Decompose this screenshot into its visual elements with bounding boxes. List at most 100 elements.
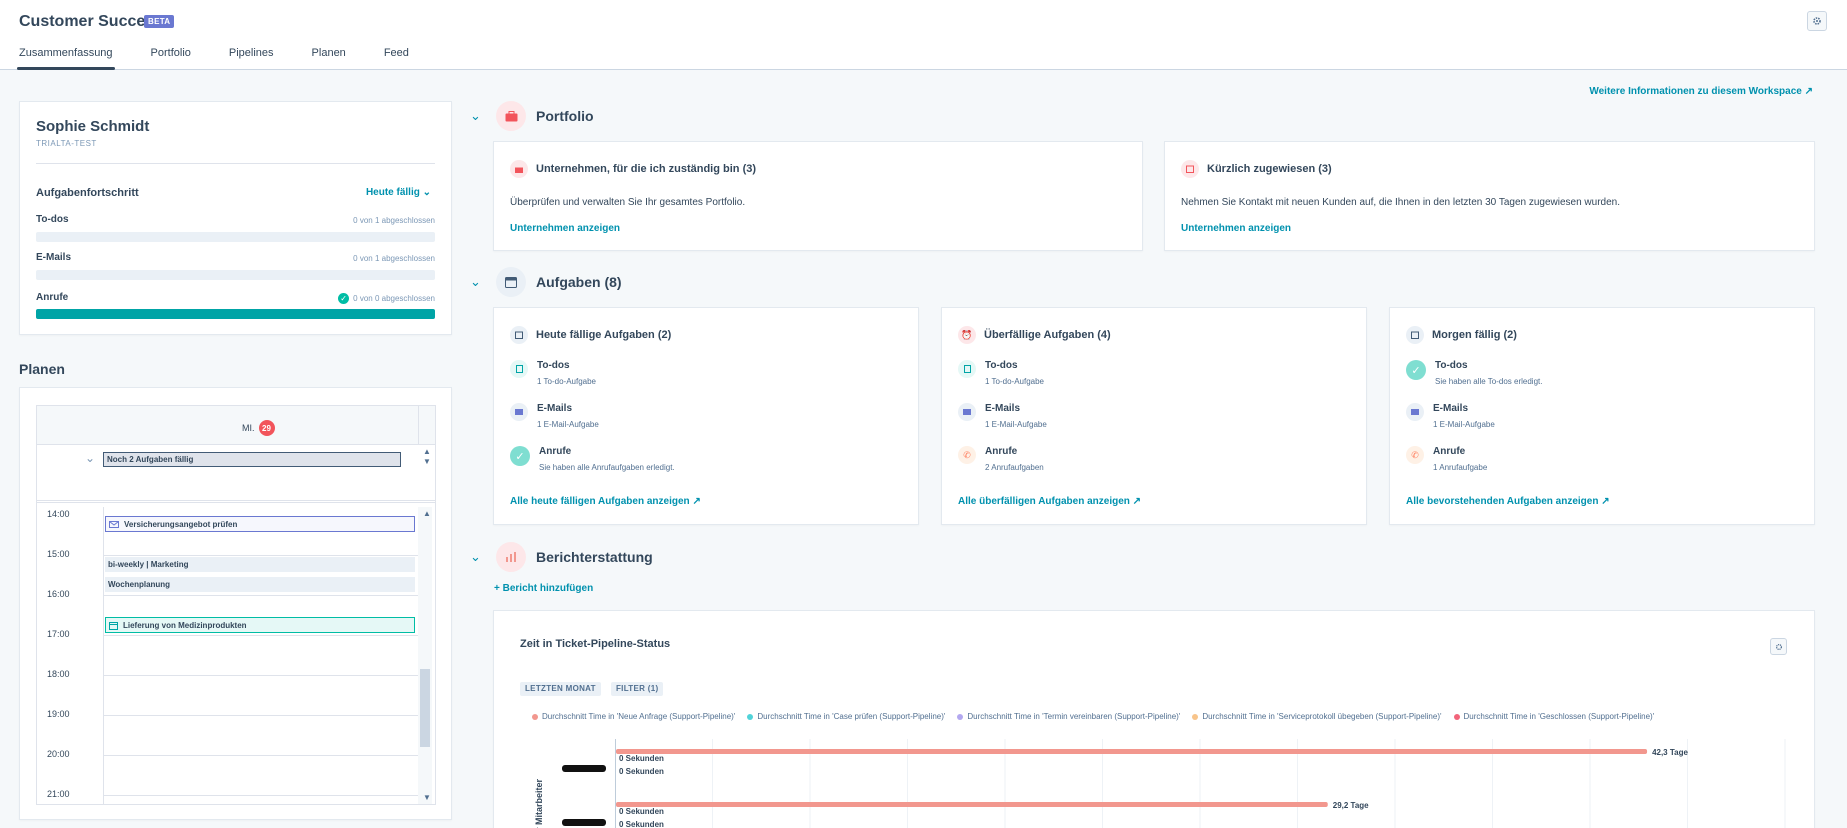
workspace-info-link[interactable]: Weitere Informationen zu diesem Workspac… [1589, 86, 1813, 97]
legend-dot [747, 713, 754, 720]
calendar-icon [496, 267, 526, 297]
progress-meta-calls: ✓ 0 von 0 abgeschlossen [338, 293, 435, 304]
tab-pipelines[interactable]: Pipelines [228, 47, 274, 59]
todo-icon [958, 360, 976, 378]
calendar-event[interactable]: Lieferung von Medizinprodukten [105, 617, 415, 633]
time-label: 20:00 [47, 749, 70, 759]
scroll-down-icon[interactable]: ▼ [423, 793, 431, 802]
calendar-event[interactable]: Versicherungsangebot prüfen [105, 516, 415, 532]
legend-item[interactable]: Durchschnitt Time in 'Termin vereinbaren… [957, 712, 1180, 721]
task-label: To-dos [537, 360, 570, 371]
profile-subtitle: TRIALTA-TEST [36, 139, 97, 148]
chart-bar[interactable] [616, 802, 1328, 807]
all-today-tasks-link[interactable]: Alle heute fälligen Aufgaben anzeigen ↗ [510, 496, 701, 507]
allday-event[interactable]: Noch 2 Aufgaben fällig [103, 452, 401, 467]
profile-card: Sophie Schmidt TRIALTA-TEST Aufgabenfort… [19, 101, 452, 335]
allday-section: ⌄ Noch 2 Aufgaben fällig ▲ ▼ [37, 445, 435, 503]
progress-label-calls: Anrufe [36, 292, 69, 303]
external-link-icon: ↗ [1804, 86, 1813, 97]
legend-label: Durchschnitt Time in 'Neue Anfrage (Supp… [542, 712, 736, 721]
scrollbar-thumb[interactable] [420, 669, 430, 747]
task-item-calls[interactable]: ✆ Anrufe 1 Anrufaufgabe [1406, 446, 1487, 472]
task-progress-title: Aufgabenfortschritt [36, 187, 139, 199]
briefcase-icon [496, 101, 526, 131]
grid-line [103, 555, 418, 556]
phone-icon: ✆ [1406, 446, 1424, 464]
legend-item[interactable]: Durchschnitt Time in 'Case prüfen (Suppo… [747, 712, 945, 721]
calendar-icon [1181, 160, 1199, 178]
grid-line [103, 755, 418, 756]
link-text: Alle überfälligen Aufgaben anzeigen [958, 496, 1130, 507]
task-item-emails[interactable]: E-Mails 1 E-Mail-Aufgabe [1406, 403, 1495, 429]
legend-dot [1192, 713, 1199, 720]
task-item-todos[interactable]: ✓ To-dos Sie haben alle To-dos erledigt. [1406, 360, 1542, 386]
tab-planen[interactable]: Planen [311, 47, 346, 59]
todo-icon [510, 360, 528, 378]
task-item-emails[interactable]: E-Mails 1 E-Mail-Aufgabe [958, 403, 1047, 429]
external-link-icon: ↗ [1132, 496, 1142, 507]
task-card-overdue: ⏰ Überfällige Aufgaben (4) To-dos 1 To-do… [941, 307, 1367, 525]
tab-zusammenfassung[interactable]: Zusammenfassung [17, 40, 115, 70]
card-title: Morgen fällig (2) [1406, 326, 1517, 344]
legend-item[interactable]: Durchschnitt Time in 'Serviceprotokoll ü… [1192, 712, 1442, 721]
beta-badge: BETA [144, 15, 175, 28]
legend-label: Durchschnitt Time in 'Case prüfen (Suppo… [757, 712, 946, 721]
data-label: 42,3 Tage [1652, 748, 1688, 757]
bar-chart-icon [496, 542, 526, 572]
chart-legend: Durchschnitt Time in 'Neue Anfrage (Supp… [532, 712, 1654, 721]
all-upcoming-tasks-link[interactable]: Alle bevorstehenden Aufgaben anzeigen ↗ [1406, 496, 1610, 507]
event-label: Lieferung von Medizinprodukten [123, 620, 247, 630]
show-companies-link[interactable]: Unternehmen anzeigen [510, 223, 621, 234]
task-sub: Sie haben alle Anrufaufgaben erledigt. [539, 463, 675, 472]
external-link-icon: ↗ [1601, 496, 1610, 507]
show-companies-link[interactable]: Unternehmen anzeigen [1181, 223, 1292, 234]
tab-portfolio[interactable]: Portfolio [150, 47, 191, 59]
calendar-event[interactable]: bi-weekly | Marketing [105, 557, 415, 572]
task-item-calls[interactable]: ✆ Anrufe 2 Anrufaufgaben [958, 446, 1044, 472]
plus-icon: + [494, 583, 500, 594]
link-text: Weitere Informationen zu diesem Workspac… [1589, 86, 1802, 97]
gear-icon [1813, 17, 1821, 25]
task-item-calls[interactable]: ✓ Anrufe Sie haben alle Anrufaufgaben erl… [510, 446, 675, 472]
scroll-up-icon[interactable]: ▲ [423, 447, 431, 456]
legend-item[interactable]: Durchschnitt Time in 'Geschlossen (Suppo… [1453, 712, 1654, 721]
bar-chart: 42,3 Tage 29,2 Tage 0 Sekunden 0 Sekunden 0 … [615, 739, 1786, 828]
scroll-up-icon[interactable]: ▲ [423, 509, 431, 518]
date-range-chip[interactable]: LETZTEN MONAT [520, 682, 601, 696]
card-description: Überprüfen und verwalten Sie Ihr gesamte… [510, 197, 746, 208]
all-overdue-tasks-link[interactable]: Alle überfälligen Aufgaben anzeigen ↗ [958, 496, 1141, 507]
filter-chip[interactable]: FILTER (1) [611, 682, 664, 696]
y-axis-label: r Mitarbeiter [534, 778, 544, 828]
calendar-day[interactable]: MI. 29 [242, 420, 275, 436]
time-label: 17:00 [47, 629, 70, 639]
chevron-down-icon[interactable]: ⌄ [470, 108, 481, 123]
planen-title: Planen [19, 361, 65, 377]
grid-line [103, 595, 418, 596]
chevron-down-icon[interactable]: ⌄ [85, 451, 96, 465]
task-item-todos[interactable]: To-dos 1 To-do-Aufgabe [510, 360, 596, 386]
profile-name: Sophie Schmidt [36, 118, 150, 135]
task-label: E-Mails [1433, 403, 1469, 414]
app-title: Customer Success [19, 13, 164, 30]
mail-icon [109, 520, 119, 528]
scroll-down-icon[interactable]: ▼ [423, 457, 431, 466]
tab-feed[interactable]: Feed [383, 47, 409, 59]
add-report-button[interactable]: + Bericht hinzufügen [494, 583, 593, 594]
settings-button[interactable] [1807, 11, 1827, 31]
legend-label: Durchschnitt Time in 'Termin vereinbaren… [967, 712, 1181, 721]
event-label: Wochenplanung [108, 580, 171, 589]
chevron-down-icon[interactable]: ⌄ [470, 274, 481, 289]
time-label: 15:00 [47, 549, 70, 559]
calendar-header: MI. 29 [37, 406, 435, 445]
due-filter-dropdown[interactable]: Heute fällig ⌄ [365, 187, 431, 198]
section-title: Berichterstattung [536, 549, 653, 565]
report-settings-button[interactable] [1770, 638, 1787, 655]
calendar-event[interactable]: Wochenplanung [105, 577, 415, 592]
chart-bar[interactable] [616, 749, 1648, 754]
chevron-down-icon[interactable]: ⌄ [470, 549, 481, 564]
time-label: 19:00 [47, 709, 70, 719]
scrollbar[interactable] [418, 507, 432, 804]
task-item-todos[interactable]: To-dos 1 To-do-Aufgabe [958, 360, 1044, 386]
task-item-emails[interactable]: E-Mails 1 E-Mail-Aufgabe [510, 403, 599, 429]
legend-item[interactable]: Durchschnitt Time in 'Neue Anfrage (Supp… [532, 712, 735, 721]
